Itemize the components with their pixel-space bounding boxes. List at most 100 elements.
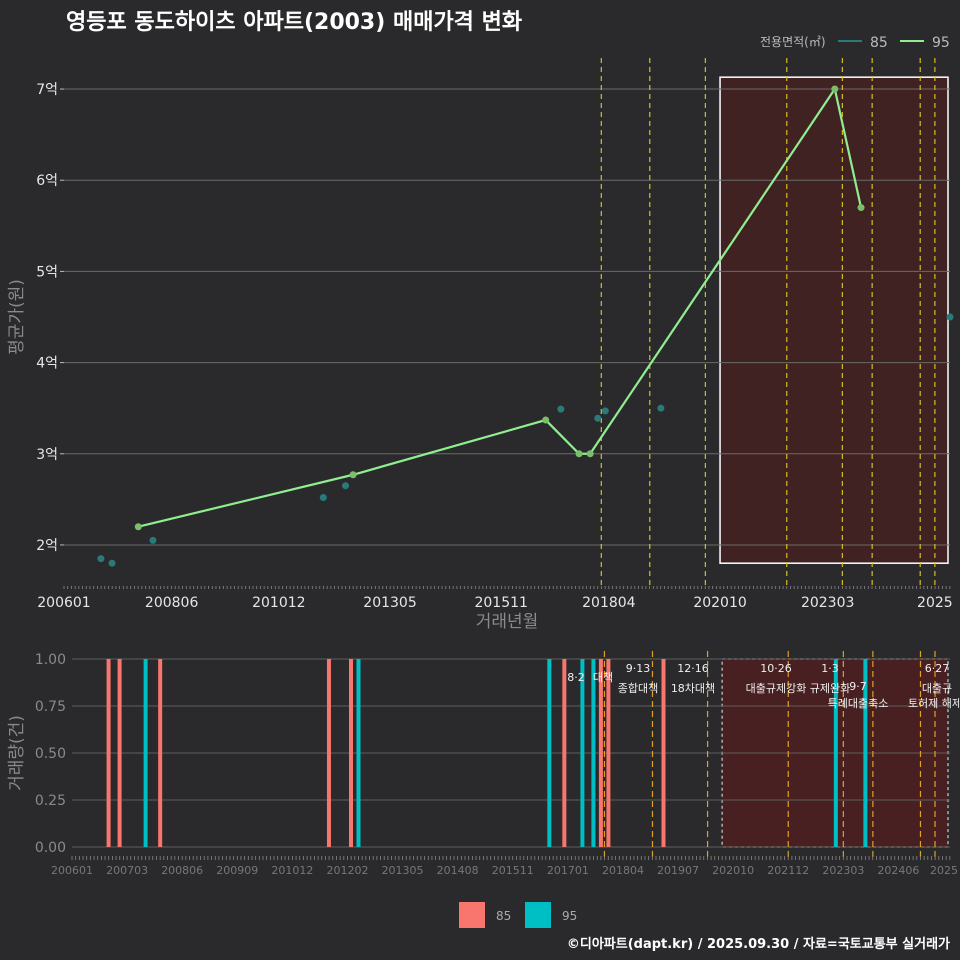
y-tick-label: 2억 [36,538,58,554]
point-95 [349,471,357,479]
bar-85 [661,659,666,847]
annotation-date: 6·27 [925,662,950,675]
point-95 [542,416,550,424]
x-tick-label: 201511 [492,864,534,877]
point-95 [575,450,583,458]
y-tick-label: 0.00 [35,840,66,856]
x-tick-label: 200703 [106,864,148,877]
y-tick-label: 4억 [36,356,58,372]
highlight-region [719,76,949,564]
x-tick-label: 202112 [767,864,809,877]
x-tick-label: 201305 [363,595,416,611]
point-95 [857,204,865,212]
y-tick-label: 5억 [36,264,58,280]
annotation-date: 1·3 [821,662,839,675]
point-95 [831,85,839,93]
annotation-label: 대출규 [922,682,952,695]
x-tick-label: 201202 [326,864,368,877]
legend-swatch-85 [459,902,485,928]
legend-label-85: 85 [496,909,511,923]
point-85 [319,494,327,502]
x-tick-label: 201408 [437,864,479,877]
annotation-date: 9·7 [849,680,867,693]
legend-label-85: 85 [870,35,888,51]
y-tick-label: 0.50 [35,746,66,762]
y-axis-label: 평균가(원) [7,279,27,355]
annotation-label: 특례대출축소 [828,697,889,710]
point-85 [594,414,602,422]
y-tick-label: 6억 [36,173,58,189]
bar-95 [591,659,596,847]
x-tick-label: 200806 [145,595,199,611]
y-tick-label: 7억 [36,82,58,98]
bar-85 [606,659,611,847]
x-tick-label: 201804 [602,864,644,877]
legend-label-95: 95 [562,909,577,923]
point-85 [97,555,105,563]
legend-swatch-95 [525,902,551,928]
bar-85 [349,659,354,847]
bar-85 [117,659,122,847]
annotation-label: 종합대책 [618,682,658,695]
x-tick-label: 202303 [801,595,854,611]
bar-85 [106,659,111,847]
point-85 [108,559,116,567]
y-axis-label: 거래량(건) [7,715,27,791]
footer-credit: ©디아파트(dapt.kr) / 2025.09.30 / 자료=국토교통부 실… [566,937,950,952]
x-tick-label: 2025 [930,864,958,877]
x-tick-label: 201701 [547,864,589,877]
price-chart: 2억 3억 4억 5억 6억 7억 200601 200806 201012 201305 2015… [7,35,954,632]
annotation-date: 10·26 [760,662,792,675]
annotation-label: 규제완화 [810,682,850,695]
bar-85 [598,659,603,847]
point-85 [149,536,157,544]
bar-95 [143,659,148,847]
x-tick-label: 200909 [216,864,258,877]
x-tick-label: 200601 [37,595,90,611]
bar-85 [326,659,331,847]
bar-95 [580,659,585,847]
annotation-date: 8·2 [567,671,585,684]
x-tick-label: 201511 [474,595,527,611]
x-tick-label: 201305 [382,864,424,877]
point-85 [946,313,954,321]
x-tick-label: 201012 [271,864,313,877]
x-tick-label: 201804 [582,595,636,611]
annotation-label: 대출규제강화 [746,682,807,695]
legend-title: 전용면적(㎡) [760,35,826,49]
point-85 [342,482,350,490]
point-85 [601,407,609,415]
bar-95 [356,659,361,847]
annotation-label: 18차대책 [671,682,715,695]
y-tick-label: 0.75 [35,699,66,715]
chart-title: 영등포 동도하이츠 아파트(2003) 매매가격 변화 [66,10,523,35]
x-tick-label: 2025 [917,595,953,611]
x-tick-label: 202010 [712,864,754,877]
x-tick-label: 201012 [252,595,305,611]
annotation-label: 대책 [593,671,613,684]
x-axis-label: 거래년월 [476,612,539,632]
y-tick-label: 1.00 [35,652,66,668]
x-tick-label: 202010 [693,595,746,611]
point-85 [557,405,565,413]
bar-85 [562,659,567,847]
point-95 [586,450,594,458]
bar-95 [547,659,552,847]
x-tick-label: 201907 [657,864,699,877]
bar-95 [863,659,868,847]
bar-85 [158,659,163,847]
x-tick-label: 202303 [822,864,864,877]
y-tick-label: 3억 [36,447,58,463]
legend-label-95: 95 [932,35,950,51]
point-95 [134,523,142,531]
x-tick-label: 200806 [161,864,203,877]
annotation-date: 9·13 [626,662,651,675]
y-tick-label: 0.25 [35,793,66,809]
x-tick-label: 200601 [51,864,93,877]
highlight-region [721,658,949,848]
annotation-date: 12·16 [677,662,709,675]
annotation-label: 토허제 해제 [908,696,960,710]
point-85 [657,404,665,412]
x-tick-label: 202406 [877,864,919,877]
bar-95 [833,659,838,847]
